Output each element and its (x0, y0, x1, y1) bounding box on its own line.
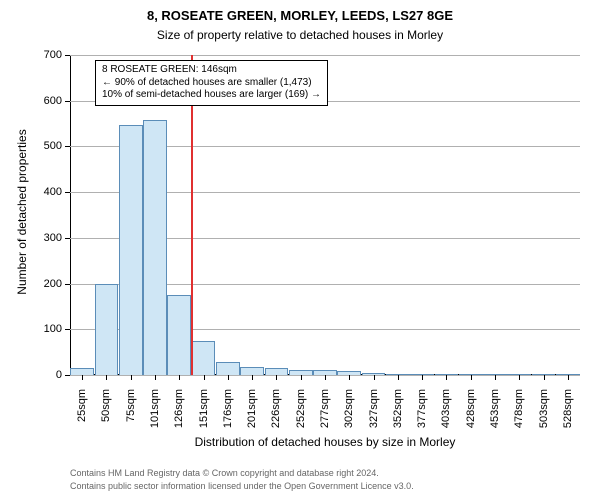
x-tick-mark (106, 375, 107, 380)
x-tick-mark (301, 375, 302, 380)
histogram-bar (240, 367, 264, 375)
x-tick-label: 151sqm (198, 389, 210, 439)
y-tick-label: 400 (22, 186, 62, 198)
y-tick-label: 600 (22, 95, 62, 107)
x-tick-label: 302sqm (343, 389, 355, 439)
x-tick-label: 453sqm (489, 389, 501, 439)
footer-line-2: Contains public sector information licen… (70, 481, 414, 491)
x-tick-label: 478sqm (513, 389, 525, 439)
x-tick-label: 226sqm (270, 389, 282, 439)
y-tick-mark (65, 101, 70, 102)
x-tick-mark (155, 375, 156, 380)
x-tick-label: 528sqm (562, 389, 574, 439)
x-tick-mark (204, 375, 205, 380)
x-tick-label: 25sqm (76, 389, 88, 439)
annotation-line: 10% of semi-detached houses are larger (… (102, 89, 321, 102)
y-tick-mark (65, 329, 70, 330)
annotation-line: ← 90% of detached houses are smaller (1,… (102, 77, 321, 90)
annotation-box: 8 ROSEATE GREEN: 146sqm← 90% of detached… (95, 60, 328, 106)
x-tick-label: 377sqm (416, 389, 428, 439)
y-tick-label: 100 (22, 323, 62, 335)
x-tick-label: 126sqm (173, 389, 185, 439)
x-tick-mark (422, 375, 423, 380)
x-tick-mark (276, 375, 277, 380)
x-tick-label: 101sqm (149, 389, 161, 439)
x-tick-mark (446, 375, 447, 380)
histogram-bar (70, 368, 94, 375)
x-tick-label: 201sqm (246, 389, 258, 439)
x-tick-label: 75sqm (125, 389, 137, 439)
histogram-bar (265, 368, 289, 375)
x-tick-mark (82, 375, 83, 380)
x-tick-label: 50sqm (100, 389, 112, 439)
x-tick-mark (568, 375, 569, 380)
y-tick-mark (65, 146, 70, 147)
y-tick-label: 300 (22, 232, 62, 244)
x-tick-label: 252sqm (295, 389, 307, 439)
y-tick-label: 200 (22, 278, 62, 290)
x-tick-mark (544, 375, 545, 380)
x-tick-label: 277sqm (319, 389, 331, 439)
x-tick-mark (252, 375, 253, 380)
y-tick-mark (65, 55, 70, 56)
x-tick-mark (179, 375, 180, 380)
x-tick-label: 503sqm (538, 389, 550, 439)
x-tick-mark (228, 375, 229, 380)
x-tick-label: 428sqm (465, 389, 477, 439)
chart-title: 8, ROSEATE GREEN, MORLEY, LEEDS, LS27 8G… (0, 8, 600, 23)
histogram-bar (143, 120, 167, 375)
histogram-bar (119, 125, 143, 376)
annotation-line: 8 ROSEATE GREEN: 146sqm (102, 64, 321, 77)
x-tick-label: 352sqm (392, 389, 404, 439)
y-tick-mark (65, 238, 70, 239)
y-tick-label: 700 (22, 49, 62, 61)
x-tick-mark (519, 375, 520, 380)
y-tick-mark (65, 192, 70, 193)
x-tick-mark (398, 375, 399, 380)
x-tick-mark (131, 375, 132, 380)
chart-subtitle: Size of property relative to detached ho… (0, 28, 600, 42)
x-tick-label: 403sqm (440, 389, 452, 439)
gridline (70, 55, 580, 56)
y-tick-mark (65, 284, 70, 285)
chart-container: 8, ROSEATE GREEN, MORLEY, LEEDS, LS27 8G… (0, 0, 600, 500)
footer-line-1: Contains HM Land Registry data © Crown c… (70, 468, 379, 478)
x-tick-mark (495, 375, 496, 380)
x-tick-label: 327sqm (368, 389, 380, 439)
x-tick-mark (349, 375, 350, 380)
y-tick-mark (65, 375, 70, 376)
x-tick-mark (471, 375, 472, 380)
histogram-bar (167, 295, 191, 375)
histogram-bar (192, 341, 216, 375)
x-tick-mark (325, 375, 326, 380)
x-tick-mark (374, 375, 375, 380)
histogram-bar (95, 284, 119, 375)
y-tick-label: 500 (22, 140, 62, 152)
histogram-bar (216, 362, 240, 375)
y-tick-label: 0 (22, 369, 62, 381)
y-axis-line (70, 55, 71, 375)
x-tick-label: 176sqm (222, 389, 234, 439)
